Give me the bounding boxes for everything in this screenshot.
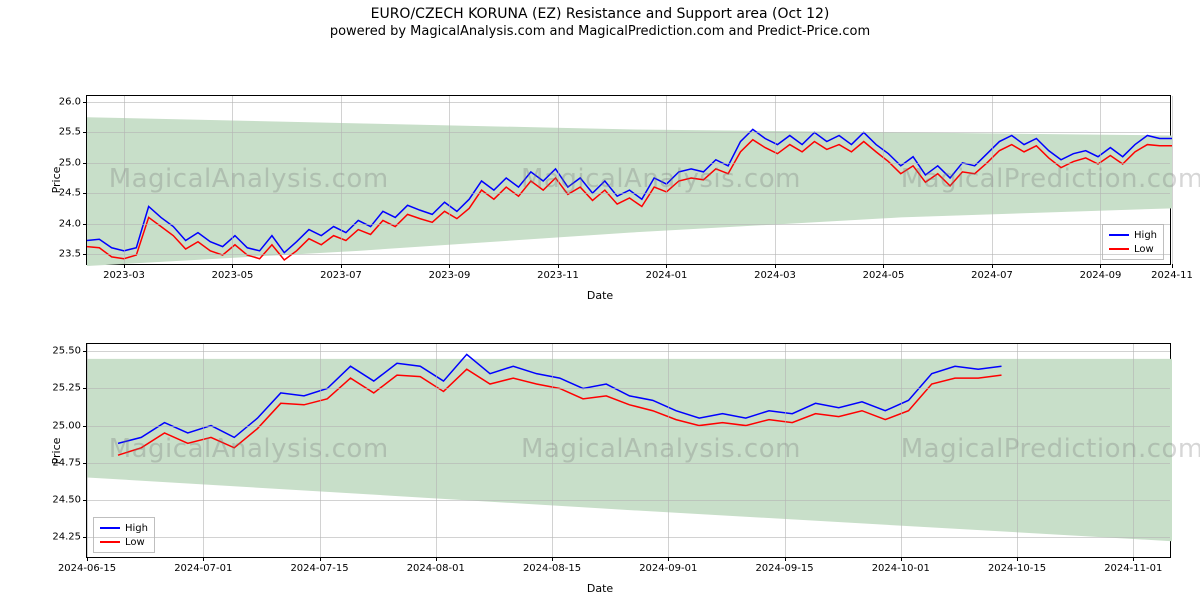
x-tick-label: 2024-05: [863, 264, 905, 281]
x-tick-label: 2023-11: [537, 264, 579, 281]
grid-line: [436, 344, 437, 557]
grid-line: [87, 224, 1170, 225]
grid-line: [87, 351, 1170, 352]
support-band: [87, 359, 1172, 541]
grid-line: [552, 344, 553, 557]
grid-line: [558, 96, 559, 264]
legend-label: Low: [1134, 244, 1154, 255]
grid-line: [232, 96, 233, 264]
x-tick-label: 2024-07: [971, 264, 1013, 281]
legend-item: High: [100, 521, 148, 535]
x-tick-label: 2024-08-15: [523, 557, 581, 574]
x-tick-label: 2024-06-15: [58, 557, 116, 574]
y-tick-label: 25.50: [52, 346, 87, 357]
x-axis-label-bottom: Date: [587, 582, 613, 595]
x-tick-label: 2024-08-01: [407, 557, 465, 574]
legend-label: High: [125, 523, 148, 534]
y-tick-label: 24.0: [59, 218, 87, 229]
grid-line: [87, 426, 1170, 427]
y-tick-label: 25.00: [52, 420, 87, 431]
y-tick-label: 24.75: [52, 457, 87, 468]
grid-line: [668, 344, 669, 557]
grid-line: [901, 344, 902, 557]
grid-line: [87, 193, 1170, 194]
x-tick-label: 2024-09: [1080, 264, 1122, 281]
chart-svg-top: [87, 96, 1170, 264]
x-tick-label: 2024-01: [646, 264, 688, 281]
y-tick-label: 25.5: [59, 127, 87, 138]
y-tick-label: 24.5: [59, 188, 87, 199]
legend-bottom: High Low: [93, 517, 155, 553]
chart-subtitle: powered by MagicalAnalysis.com and Magic…: [0, 24, 1200, 39]
grid-line: [1133, 344, 1134, 557]
legend-item: High: [1109, 228, 1157, 242]
plot-area-top: Price HighLow 23.524.024.525.025.526.020…: [86, 95, 1171, 265]
chart-title: EURO/CZECH KORUNA (EZ) Resistance and Su…: [0, 6, 1200, 22]
grid-line: [87, 344, 88, 557]
grid-line: [775, 96, 776, 264]
grid-line: [1017, 344, 1018, 557]
grid-line: [87, 254, 1170, 255]
x-tick-label: 2023-05: [212, 264, 254, 281]
x-tick-label: 2023-07: [320, 264, 362, 281]
x-tick-label: 2024-03: [754, 264, 796, 281]
x-tick-label: 2024-09-01: [639, 557, 697, 574]
y-tick-label: 25.0: [59, 157, 87, 168]
grid-line: [883, 96, 884, 264]
legend-swatch: [100, 541, 120, 543]
x-tick-label: 2024-10-01: [872, 557, 930, 574]
x-tick-label: 2024-07-15: [290, 557, 348, 574]
grid-line: [87, 463, 1170, 464]
x-tick-label: 2023-03: [103, 264, 145, 281]
legend-swatch: [100, 527, 120, 529]
y-tick-label: 24.50: [52, 494, 87, 505]
grid-line: [87, 388, 1170, 389]
grid-line: [1172, 96, 1173, 264]
x-axis-label-top: Date: [587, 289, 613, 302]
y-tick-label: 25.25: [52, 383, 87, 394]
legend-swatch: [1109, 248, 1129, 250]
legend-label: High: [1134, 230, 1157, 241]
grid-line: [203, 344, 204, 557]
y-tick-label: 23.5: [59, 248, 87, 259]
x-tick-label: 2023-09: [429, 264, 471, 281]
grid-line: [666, 96, 667, 264]
plot-area-bottom: Price HighLow 24.2524.5024.7525.0025.252…: [86, 343, 1171, 558]
y-tick-label: 24.25: [52, 531, 87, 542]
grid-line: [1100, 96, 1101, 264]
y-tick-label: 26.0: [59, 97, 87, 108]
grid-line: [87, 163, 1170, 164]
x-tick-label: 2024-07-01: [174, 557, 232, 574]
grid-line: [87, 500, 1170, 501]
x-tick-label: 2024-11-01: [1104, 557, 1162, 574]
x-tick-label: 2024-10-15: [988, 557, 1046, 574]
legend-swatch: [1109, 234, 1129, 236]
grid-line: [785, 344, 786, 557]
grid-line: [87, 132, 1170, 133]
x-tick-label: 2024-11: [1151, 264, 1193, 281]
legend-label: Low: [125, 537, 145, 548]
grid-line: [320, 344, 321, 557]
grid-line: [124, 96, 125, 264]
grid-line: [992, 96, 993, 264]
x-tick-label: 2024-09-15: [755, 557, 813, 574]
support-band: [87, 117, 1172, 266]
grid-line: [341, 96, 342, 264]
grid-line: [87, 102, 1170, 103]
grid-line: [87, 537, 1170, 538]
chart-svg-bottom: [87, 344, 1170, 557]
grid-line: [449, 96, 450, 264]
